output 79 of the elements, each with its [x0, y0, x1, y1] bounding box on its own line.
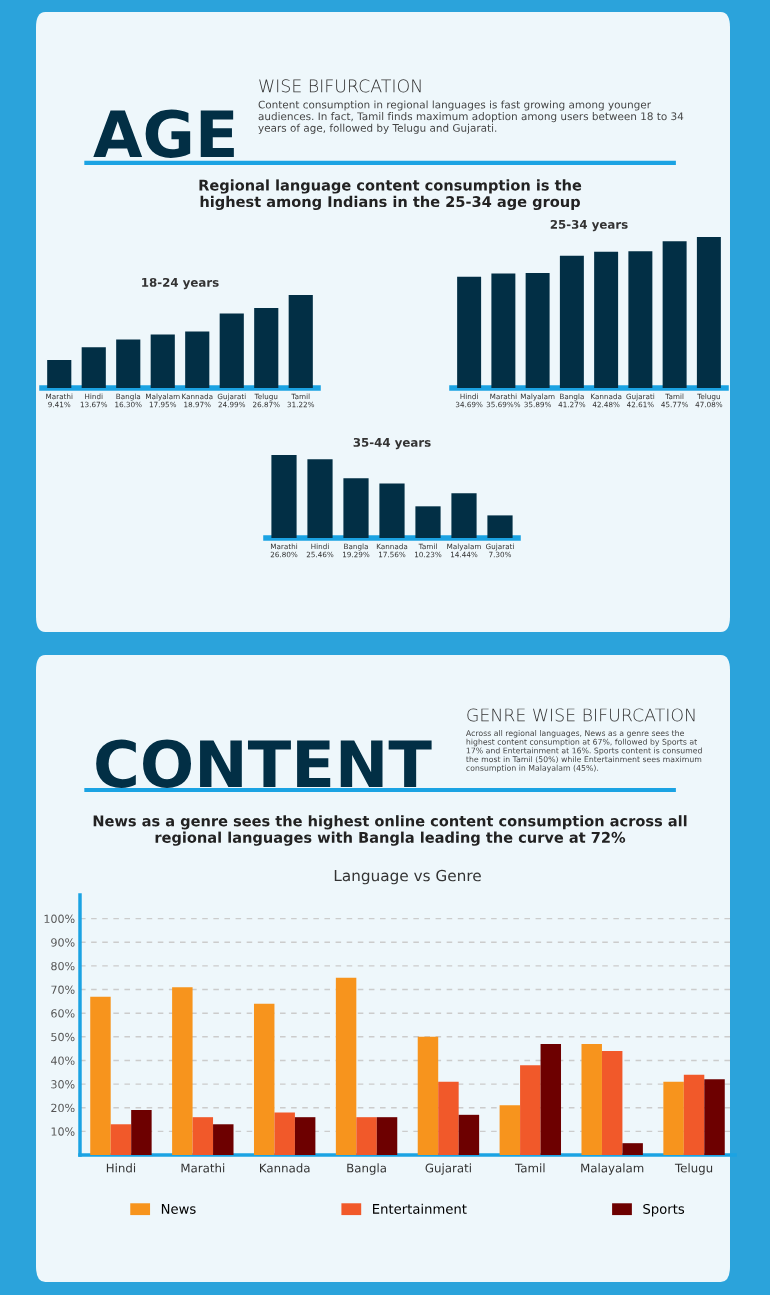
bar	[172, 987, 193, 1155]
x-tick-label: Marathi	[181, 1163, 225, 1173]
bar	[213, 1124, 234, 1155]
y-tick-label: 30%	[51, 1080, 75, 1089]
bar	[192, 1117, 214, 1155]
bar	[683, 1074, 705, 1155]
bar	[540, 1043, 562, 1155]
legend-label: News	[161, 1204, 196, 1214]
x-tick-label: Gujarati	[425, 1163, 471, 1175]
y-tick-label: 20%	[51, 1103, 75, 1113]
bar	[81, 347, 106, 388]
bar	[622, 1143, 643, 1155]
y-tick-label: 100%	[44, 914, 75, 924]
bar	[90, 996, 111, 1155]
bar	[116, 339, 141, 388]
text: WISE BIFURCATION	[259, 79, 421, 93]
y-tick-label: 40%	[50, 1056, 75, 1065]
bar	[487, 515, 513, 538]
x-tick-label: Telugu	[674, 1163, 713, 1175]
bar	[417, 1036, 439, 1155]
bar	[520, 1065, 541, 1155]
bar	[343, 478, 369, 538]
text: CONTENT	[96, 739, 432, 788]
bar	[457, 276, 482, 388]
x-tick-label: Hindi	[106, 1163, 136, 1173]
text: AGE	[93, 109, 234, 158]
chart-title: Language vs Genre	[334, 869, 481, 885]
bar	[438, 1081, 459, 1155]
y-tick-label: 60%	[51, 1009, 75, 1018]
bar	[131, 1110, 152, 1155]
bar	[451, 493, 477, 538]
y-tick-label: 50%	[51, 1032, 75, 1042]
bar	[47, 359, 72, 388]
bar	[559, 255, 584, 388]
bar	[696, 237, 721, 388]
bar	[662, 241, 687, 388]
x-tick-label: Bangla	[347, 1163, 386, 1175]
bar	[335, 977, 357, 1155]
legend-label: Sports	[643, 1203, 685, 1217]
y-tick-label: 10%	[51, 1127, 75, 1136]
bar	[601, 1051, 623, 1155]
bar	[525, 272, 550, 388]
y-tick-label: 80%	[51, 961, 75, 971]
bar	[458, 1114, 480, 1155]
text: News as a genre sees the highest online content consumption across all regional languages with Bangla leading the curve at 72%	[93, 815, 687, 846]
bar	[288, 295, 313, 388]
x-tick-label: Kannada	[260, 1163, 310, 1173]
bar	[253, 1003, 275, 1155]
bar	[704, 1079, 725, 1155]
bar	[356, 1117, 377, 1155]
bar	[415, 506, 441, 538]
bar	[254, 307, 279, 388]
text: Regional language content consumption is the highest among Indians in the 25-34 age group	[199, 179, 582, 211]
bar	[581, 1043, 602, 1155]
bar	[491, 273, 516, 388]
bar	[376, 1117, 398, 1155]
chart-title: 25-34 years	[550, 219, 628, 232]
text: Content consumption in regional languages is fast growing among younger audiences. In fact, Tamil finds maximum adoption among users between 18 to 34 years of age, followed by Telugu and Gujarati.	[258, 100, 684, 134]
bar	[110, 1124, 132, 1155]
x-tick-label: Malayalam	[581, 1163, 644, 1175]
bar	[219, 313, 244, 388]
x-tick-label: Tamil	[515, 1163, 545, 1173]
bar	[663, 1081, 684, 1155]
chart-title: 35-44 years	[353, 437, 431, 450]
bar	[594, 251, 619, 388]
bar	[271, 455, 297, 538]
y-tick-label: 70%	[51, 985, 75, 994]
bar	[274, 1112, 295, 1155]
bar	[307, 459, 333, 538]
bar	[379, 483, 405, 538]
y-tick-label: 90%	[51, 938, 75, 947]
bar	[294, 1117, 316, 1155]
bar	[628, 251, 653, 388]
bar	[185, 331, 210, 388]
chart-title: 18-24 years	[142, 277, 219, 290]
bar	[150, 334, 175, 388]
legend-label: Entertainment	[373, 1203, 467, 1214]
bar	[499, 1105, 521, 1155]
text: GENRE WISE BIFURCATION	[467, 708, 695, 722]
